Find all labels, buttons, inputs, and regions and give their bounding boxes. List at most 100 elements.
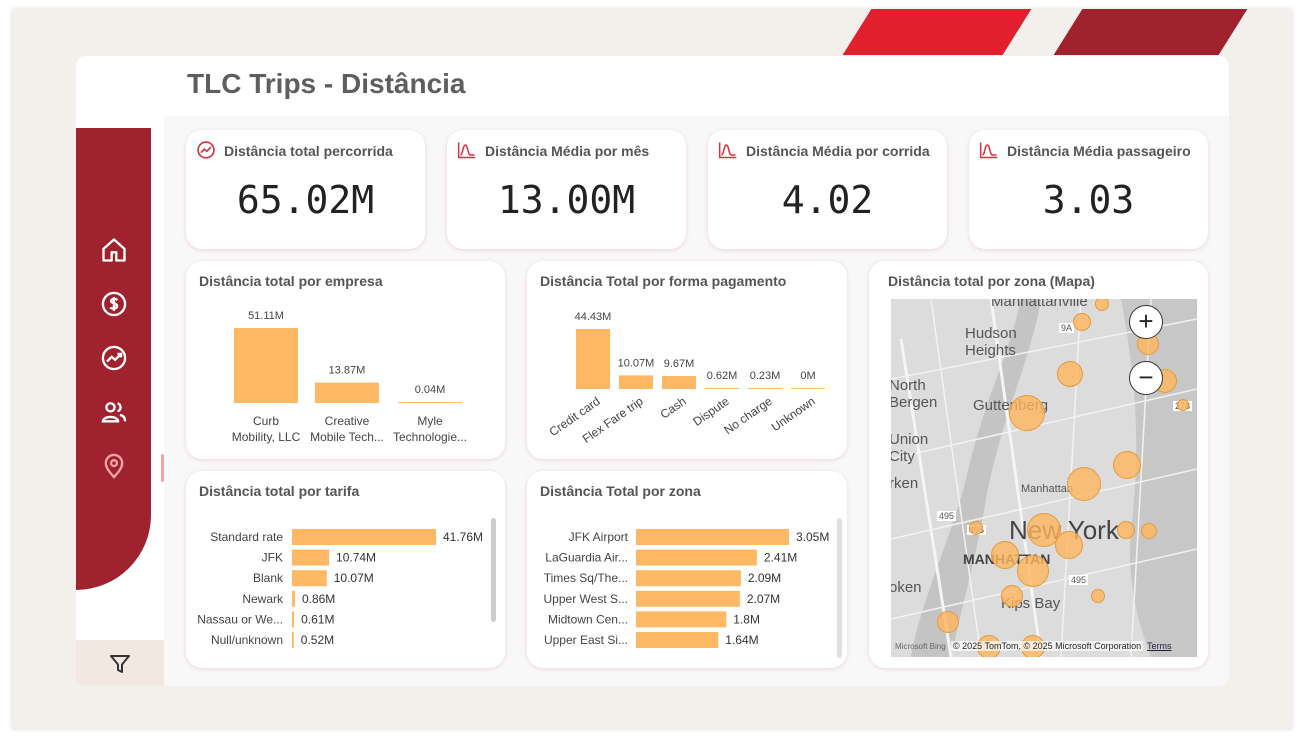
chart-tarifa: Standard rate 41.76M JFK 10.74M Blank 10.07M N… [197, 529, 483, 648]
chart-panel-tarifa: Distância total por tarifa Standard rate… [186, 471, 505, 668]
bar [292, 611, 295, 628]
kpi-label: Distância Média passageiro [1007, 143, 1191, 159]
category-label: Upper East Si... [544, 633, 628, 647]
filter-pane-toggle[interactable] [76, 640, 164, 686]
dollar-icon[interactable] [100, 290, 128, 318]
map-road-label: 495 [937, 511, 957, 521]
map-attribution: © 2025 TomTom, © 2025 Microsoft Corporat… [951, 641, 1144, 651]
map-bubble[interactable] [1017, 555, 1049, 587]
map-bubble[interactable] [1073, 313, 1091, 331]
sidebar [76, 128, 151, 590]
location-icon[interactable] [100, 452, 128, 480]
nav-active-indicator [161, 454, 164, 482]
bar [292, 632, 294, 648]
bar [636, 590, 740, 607]
category-label: Unknown [769, 394, 818, 434]
bell-curve-icon [979, 142, 998, 159]
kpi-value: 3.03 [1042, 178, 1135, 222]
bar [292, 549, 330, 566]
map-bubble[interactable] [1001, 585, 1023, 607]
kpi-label: Distância Média por corrida [746, 143, 930, 159]
scrollbar[interactable] [491, 518, 496, 622]
category-label: Upper West S... [544, 592, 628, 606]
map-bubble[interactable] [937, 611, 959, 633]
trend-icon[interactable] [100, 344, 128, 372]
map-place-label: Hudson Heights [965, 325, 1017, 359]
data-label: 10.07M [334, 571, 374, 585]
kpi-value: 4.02 [781, 178, 874, 222]
map-bubble[interactable] [1055, 531, 1083, 559]
zoom-out-button[interactable]: − [1129, 361, 1163, 395]
category-label: Mobile Tech... [310, 430, 384, 444]
scrollbar[interactable] [837, 518, 842, 658]
map-roads [891, 299, 1197, 657]
category-label: Technologie... [393, 430, 467, 444]
map-road-label: 9A [1059, 323, 1075, 333]
bar [292, 529, 436, 545]
data-label: 1.8M [733, 612, 760, 626]
data-label: 2.09M [748, 571, 781, 585]
bar [662, 375, 696, 389]
kpi-label: Distância total percorrida [224, 143, 393, 159]
bar [636, 529, 789, 545]
category-label: Mobility, LLC [232, 430, 301, 444]
bar [705, 388, 739, 389]
kpi-value: 13.00M [497, 178, 636, 222]
map-bubble[interactable] [1091, 589, 1105, 603]
chart-empresa: 51.11M Curb Mobility, LLC 13.87M Creative Mob… [232, 310, 467, 444]
map-bubble[interactable] [1117, 521, 1135, 539]
chart-title: Distância Total por zona [540, 483, 701, 499]
category-label: Newark [242, 592, 284, 606]
map-bubble[interactable] [1177, 399, 1189, 411]
map-terms-link[interactable]: Terms [1147, 641, 1172, 651]
data-label: 44.43M [575, 311, 612, 323]
category-label: Times Sq/The... [544, 571, 628, 585]
report-canvas: TLC Trips - Distância Distância total pe… [12, 9, 1292, 729]
data-label: 9.67M [664, 358, 695, 370]
chart-panel-pagamento: Distância Total por forma pagamento 44.4… [527, 261, 847, 459]
chart-title: Distância total por tarifa [199, 483, 360, 499]
category-label: Midtown Cen... [548, 612, 628, 626]
page-title: TLC Trips - Distância [187, 68, 466, 99]
bar [576, 329, 610, 389]
users-icon[interactable] [100, 398, 128, 426]
map-provider-logo: Microsoft Bing [895, 642, 946, 651]
bar [292, 590, 295, 607]
zoom-in-button[interactable]: + [1129, 305, 1163, 339]
map-bubble[interactable] [1067, 467, 1101, 501]
category-label: Nassau or We... [197, 612, 283, 626]
data-label: 0.04M [415, 384, 446, 396]
kpi-value: 65.02M [236, 178, 375, 222]
bar [748, 388, 782, 389]
data-label: 2.07M [747, 592, 780, 606]
map-bubble[interactable] [1113, 451, 1141, 479]
map-road-label: 495 [1069, 575, 1089, 585]
data-label: 41.76M [443, 530, 483, 544]
map-bubble[interactable] [1057, 361, 1083, 387]
chart-title: Distância Total por forma pagamento [540, 273, 787, 289]
data-label: 10.74M [336, 551, 376, 565]
home-icon[interactable] [100, 236, 128, 264]
map-place-label: rken [891, 475, 919, 492]
bar [636, 632, 719, 648]
map-place-label: Union City [891, 431, 929, 465]
map-bubble[interactable] [1095, 299, 1109, 311]
data-label: 0.52M [301, 633, 334, 647]
content-area: Distância total percorrida 65.02M Distân… [164, 116, 1229, 686]
bar [234, 328, 298, 403]
map-bubble[interactable] [1009, 395, 1045, 431]
map-bubble[interactable] [1141, 523, 1157, 539]
kpi-label: Distância Média por mês [485, 143, 650, 159]
map-bubble[interactable] [991, 541, 1019, 569]
category-label: JFK [262, 551, 283, 565]
map-bubble[interactable] [969, 521, 983, 535]
category-label: Creative [325, 414, 370, 428]
map-bubble[interactable] [1027, 513, 1061, 547]
map-view[interactable]: Manhattanville Hudson Heights North Berg… [891, 299, 1197, 657]
bar [636, 549, 757, 566]
category-label: Cash [658, 394, 689, 422]
kpi-card-total-distance: Distância total percorrida 65.02M [186, 130, 425, 249]
bar [619, 375, 653, 389]
filter-icon[interactable] [108, 652, 132, 676]
